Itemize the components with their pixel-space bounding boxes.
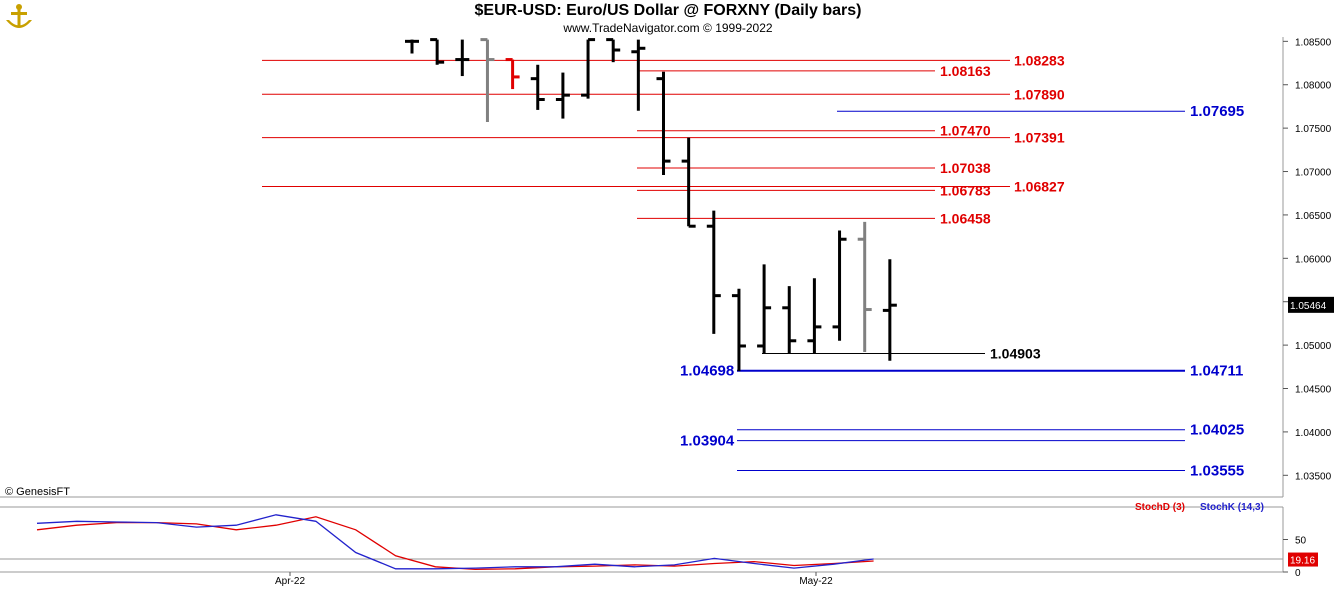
stochastic-panel: 50 0 StochD (3) StochK (14,3) 19.16 Apr-22 May…	[0, 502, 1318, 587]
y-tick-label: 1.07500	[1295, 124, 1332, 135]
last-stoch-marker	[1288, 552, 1318, 567]
level-label: 1.07890	[1014, 86, 1065, 102]
level-label: 1.08283	[1014, 52, 1065, 68]
level-label: 1.04711	[1190, 363, 1243, 380]
chart-subtitle: www.TradeNavigator.com © 1999-2022	[563, 21, 773, 35]
y-tick-label: 1.08500	[1295, 37, 1332, 48]
level-label: 1.04698	[680, 363, 734, 380]
x-tick-label: Apr-22	[275, 576, 305, 587]
level-label: 1.07038	[940, 160, 991, 176]
y-tick-label: 1.04000	[1295, 428, 1332, 439]
price-panel: 1.08500 1.08000 1.07500 1.07000 1.06500 1.060…	[0, 37, 1334, 498]
y-tick-label: 1.06000	[1295, 254, 1332, 265]
level-label: 1.06458	[940, 210, 991, 226]
stoch-tick-label: 0	[1295, 568, 1301, 579]
level-label: 1.04025	[1190, 422, 1244, 439]
level-label: 1.06827	[1014, 179, 1065, 195]
level-label: 1.08163	[940, 63, 991, 79]
level-label: 1.04903	[990, 346, 1041, 362]
y-tick-label: 1.05000	[1295, 341, 1332, 352]
y-tick-label: 1.07000	[1295, 168, 1332, 179]
anchor-logo-icon	[2, 2, 36, 39]
stoch-series-line	[36, 514, 874, 570]
last-price-marker	[1288, 296, 1334, 313]
stochd-legend: StochD (3)	[1135, 502, 1185, 513]
last-price-label: 1.05464	[1290, 301, 1327, 312]
y-tick-label: 1.03500	[1295, 471, 1332, 482]
level-label: 1.07695	[1190, 103, 1244, 120]
level-label: 1.03904	[680, 433, 735, 450]
stochk-legend: StochK (14,3)	[1200, 502, 1264, 513]
level-label: 1.07391	[1014, 130, 1065, 146]
y-tick-label: 1.04500	[1295, 385, 1332, 396]
x-tick-label: May-22	[799, 576, 833, 587]
stoch-tick-label: 50	[1295, 536, 1307, 547]
chart-header: $EUR-USD: Euro/US Dollar @ FORXNY (Daily…	[0, 0, 1336, 37]
y-tick-label: 1.08000	[1295, 81, 1332, 92]
level-label: 1.06783	[940, 182, 991, 198]
copyright-label: © GenesisFT	[5, 486, 70, 498]
level-label: 1.07470	[940, 123, 991, 139]
y-tick-label: 1.06500	[1295, 211, 1332, 222]
chart-title: $EUR-USD: Euro/US Dollar @ FORXNY (Daily…	[474, 2, 862, 19]
level-label: 1.03555	[1190, 463, 1244, 480]
last-stoch-label: 19.16	[1290, 556, 1315, 567]
